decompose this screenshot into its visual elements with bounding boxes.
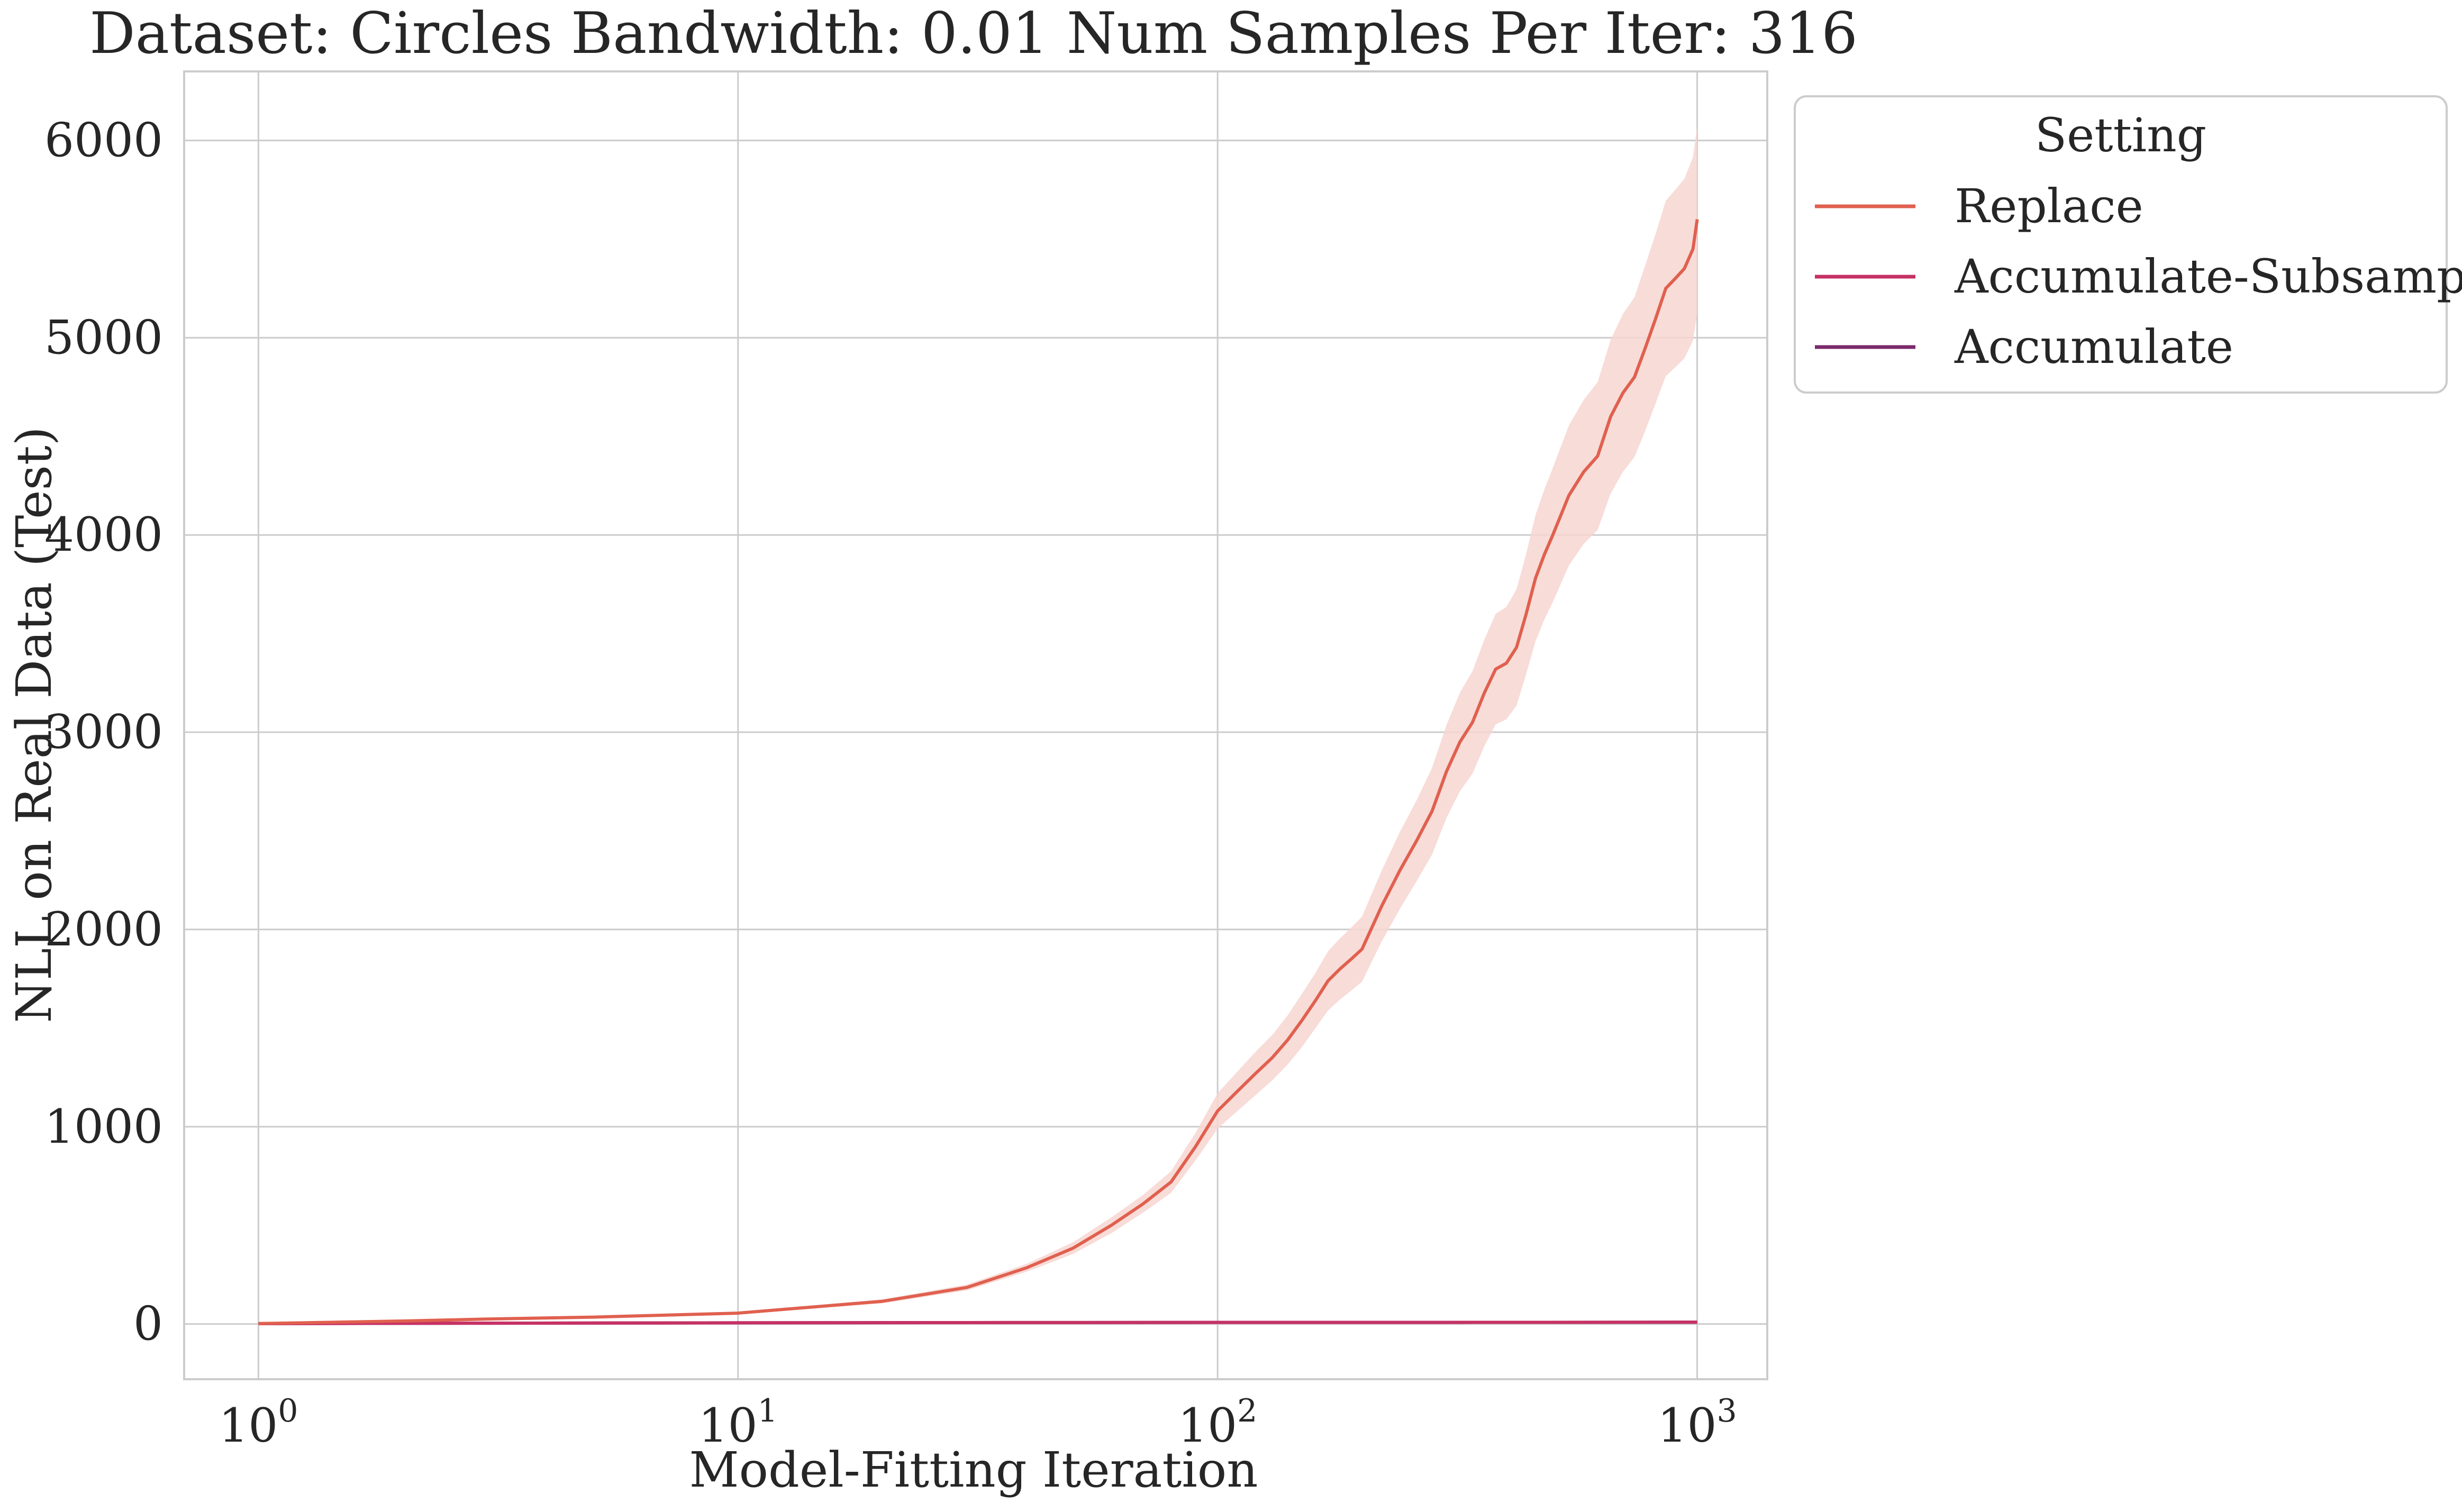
legend-label: Replace xyxy=(1955,179,2143,233)
series-lines xyxy=(258,219,1699,1325)
chart-title: Dataset: Circles Bandwidth: 0.01 Num Sam… xyxy=(89,1,1858,67)
legend-box xyxy=(1794,95,2448,394)
y-tick-label: 0 xyxy=(133,1297,163,1351)
x-tick-label: 102 xyxy=(1178,1392,1257,1453)
tick-labels: 100 101 102 103 0 1000 2000 3000 4000 5000 6000 xyxy=(44,113,1737,1453)
legend-entries: Replace Accumulate-Subsample Accumulate xyxy=(1815,179,2462,374)
y-tick-label: 2000 xyxy=(44,902,163,957)
legend-title: Setting xyxy=(2035,108,2206,162)
y-axis-label: NLL on Real Data (Test) xyxy=(6,426,62,1023)
y-tick-label: 4000 xyxy=(44,507,163,562)
legend: Setting Replace Accumulate-Subsample Accum… xyxy=(1794,95,2462,394)
x-axis-label: Model-Fitting Iteration xyxy=(689,1442,1258,1498)
x-tick-label: 103 xyxy=(1657,1392,1737,1453)
y-tick-label: 5000 xyxy=(44,310,163,365)
x-tick-label: 101 xyxy=(698,1392,778,1453)
y-tick-label: 3000 xyxy=(44,705,163,759)
legend-label: Accumulate-Subsample xyxy=(1954,249,2462,304)
series-line-replace xyxy=(258,219,1699,1325)
series-line-accumulate-subsample xyxy=(258,1320,1697,1325)
x-tick-label: 100 xyxy=(219,1392,298,1453)
plot-frame xyxy=(183,70,1768,1380)
grid-lines xyxy=(184,71,1767,1379)
y-tick-label: 1000 xyxy=(44,1099,163,1154)
legend-label: Accumulate xyxy=(1954,320,2233,374)
y-tick-label: 6000 xyxy=(44,113,163,167)
